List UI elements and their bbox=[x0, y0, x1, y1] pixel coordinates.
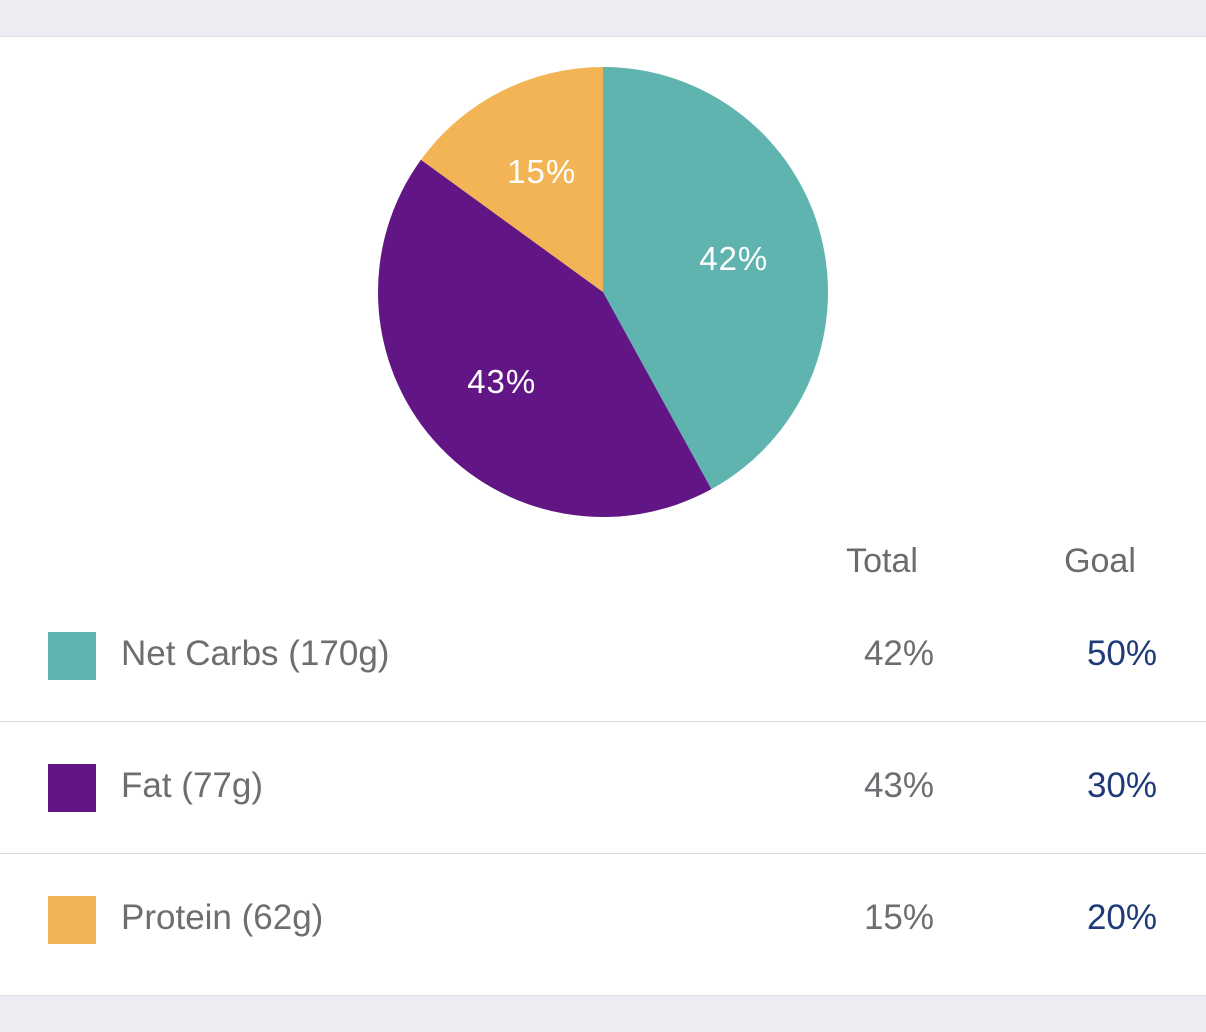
pie-slice-fat bbox=[378, 159, 712, 517]
pie-label-net-carbs: 42% bbox=[699, 240, 768, 277]
fat-goal: 30% bbox=[1086, 766, 1157, 805]
macro-pie-chart: 42% 43% 15% bbox=[378, 67, 828, 517]
total-column-header: Total bbox=[846, 542, 918, 580]
fat-total: 43% bbox=[863, 766, 934, 805]
macro-row-protein[interactable]: Protein (62g) 15% 20% bbox=[0, 854, 1206, 986]
net-carbs-color-swatch bbox=[48, 632, 96, 680]
fat-color-swatch bbox=[48, 764, 96, 812]
macros-card: 42% 43% 15% Total Goal Net Carbs (170g) 42… bbox=[0, 36, 1206, 996]
pie-label-protein: 15% bbox=[507, 153, 576, 190]
net-carbs-label: Net Carbs (170g) bbox=[121, 634, 390, 673]
pie-slice-net-carbs bbox=[603, 67, 828, 490]
macro-row-fat[interactable]: Fat (77g) 43% 30% bbox=[0, 722, 1206, 854]
net-carbs-goal: 50% bbox=[1086, 634, 1157, 673]
net-carbs-total: 42% bbox=[863, 634, 934, 673]
protein-label: Protein (62g) bbox=[121, 898, 324, 937]
protein-color-swatch bbox=[48, 896, 96, 944]
macro-row-net-carbs[interactable]: Net Carbs (170g) 42% 50% bbox=[0, 590, 1206, 722]
pie-label-fat: 43% bbox=[467, 363, 536, 400]
fat-label: Fat (77g) bbox=[121, 766, 263, 805]
protein-total: 15% bbox=[863, 898, 934, 937]
protein-goal: 20% bbox=[1086, 898, 1157, 937]
pie-slice-protein bbox=[420, 67, 603, 292]
goal-column-header: Goal bbox=[1064, 542, 1136, 580]
